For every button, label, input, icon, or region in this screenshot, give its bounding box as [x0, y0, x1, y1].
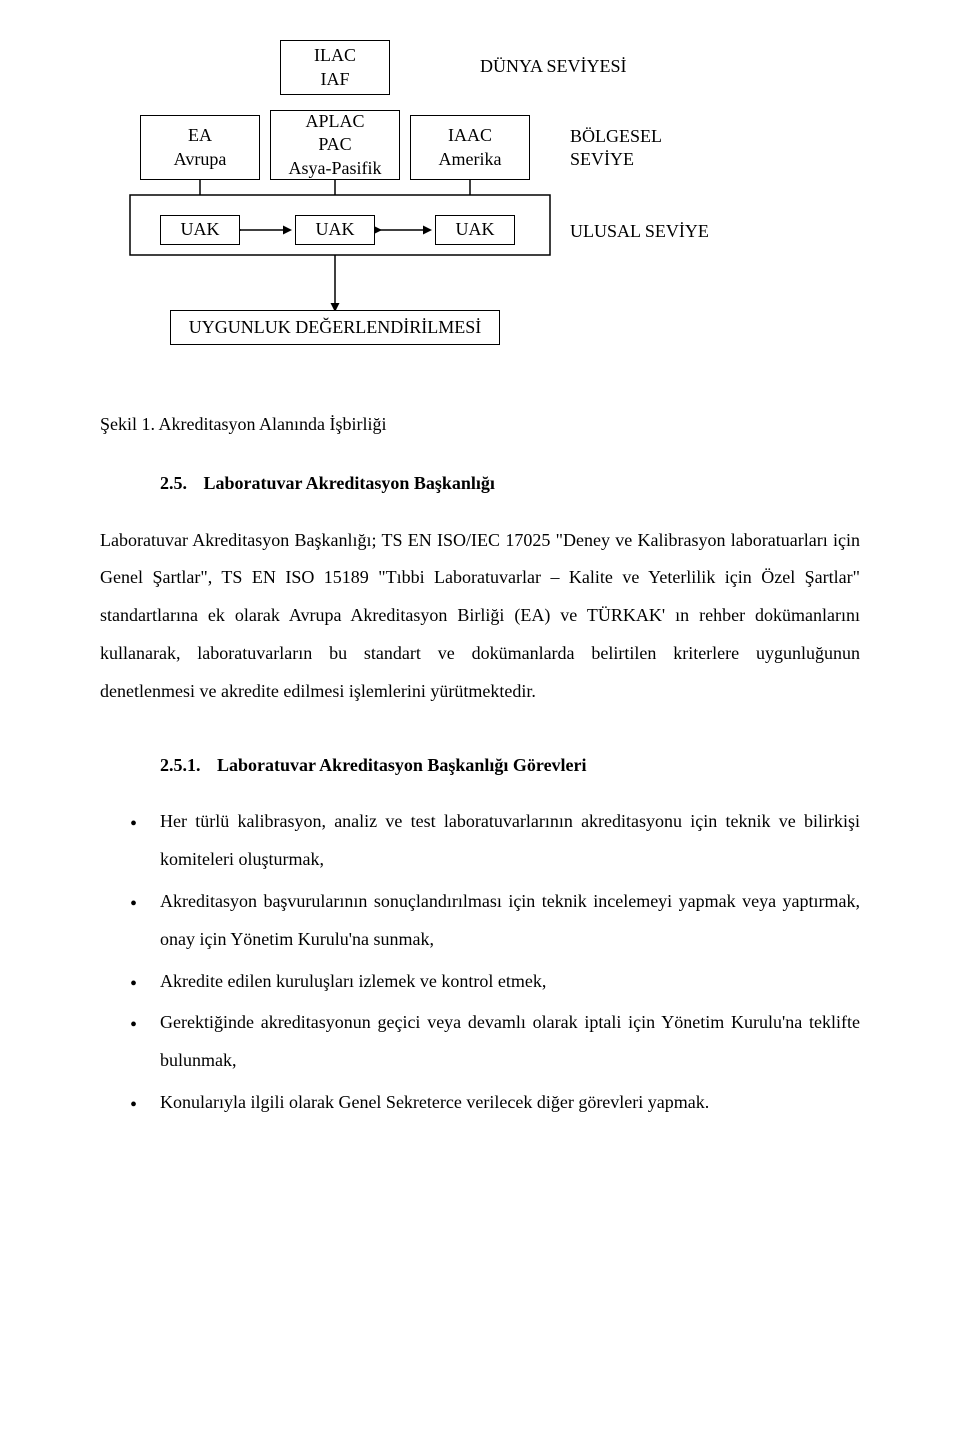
list-item: Gerektiğinde akreditasyonun geçici veya …	[130, 1004, 860, 1080]
subsection-number: 2.5.1.	[160, 751, 201, 780]
list-item: Akredite edilen kuruluşları izlemek ve k…	[130, 963, 860, 1001]
section-2-5-1: 2.5.1. Laboratuvar Akreditasyon Başkanlı…	[160, 751, 860, 780]
node-uak-2: UAK	[295, 215, 375, 245]
duties-list: Her türlü kalibrasyon, analiz ve test la…	[130, 803, 860, 1121]
node-uak-3: UAK	[435, 215, 515, 245]
node-ilac-iaf: ILAC IAF	[280, 40, 390, 95]
node-text: IAAC	[448, 124, 492, 147]
regional-level-label: BÖLGESEL SEVİYE	[570, 125, 662, 172]
subsection-title: Laboratuvar Akreditasyon Başkanlığı Göre…	[217, 755, 587, 775]
world-level-label: DÜNYA SEVİYESİ	[480, 55, 627, 78]
node-text: Asya-Pasifik	[289, 157, 382, 180]
section-title: Laboratuvar Akreditasyon Başkanlığı	[204, 473, 495, 493]
node-ea: EA Avrupa	[140, 115, 260, 180]
node-conformity-assessment: UYGUNLUK DEĞERLENDİRİLMESİ	[170, 310, 500, 345]
paragraph-2-5: Laboratuvar Akreditasyon Başkanlığı; TS …	[100, 522, 860, 711]
list-item: Akreditasyon başvurularının sonuçlandırı…	[130, 883, 860, 959]
national-level-label: ULUSAL SEVİYE	[570, 220, 709, 243]
node-text: ILAC	[314, 44, 356, 67]
node-text: APLAC	[305, 110, 364, 133]
node-uak-1: UAK	[160, 215, 240, 245]
list-item: Konularıyla ilgili olarak Genel Sekreter…	[130, 1084, 860, 1122]
node-aplac: APLAC PAC Asya-Pasifik	[270, 110, 400, 180]
node-text: Amerika	[439, 148, 502, 171]
accreditation-diagram: ILAC IAF DÜNYA SEVİYESİ EA Avrupa APLAC …	[100, 40, 860, 380]
node-text: Avrupa	[174, 148, 227, 171]
node-text: EA	[188, 124, 212, 147]
section-2-5: 2.5. Laboratuvar Akreditasyon Başkanlığı	[160, 469, 860, 498]
list-item: Her türlü kalibrasyon, analiz ve test la…	[130, 803, 860, 879]
node-iaac: IAAC Amerika	[410, 115, 530, 180]
node-text: IAF	[320, 68, 349, 91]
figure-caption: Şekil 1. Akreditasyon Alanında İşbirliği	[100, 410, 860, 439]
node-text: PAC	[318, 133, 351, 156]
section-number: 2.5.	[160, 469, 187, 498]
